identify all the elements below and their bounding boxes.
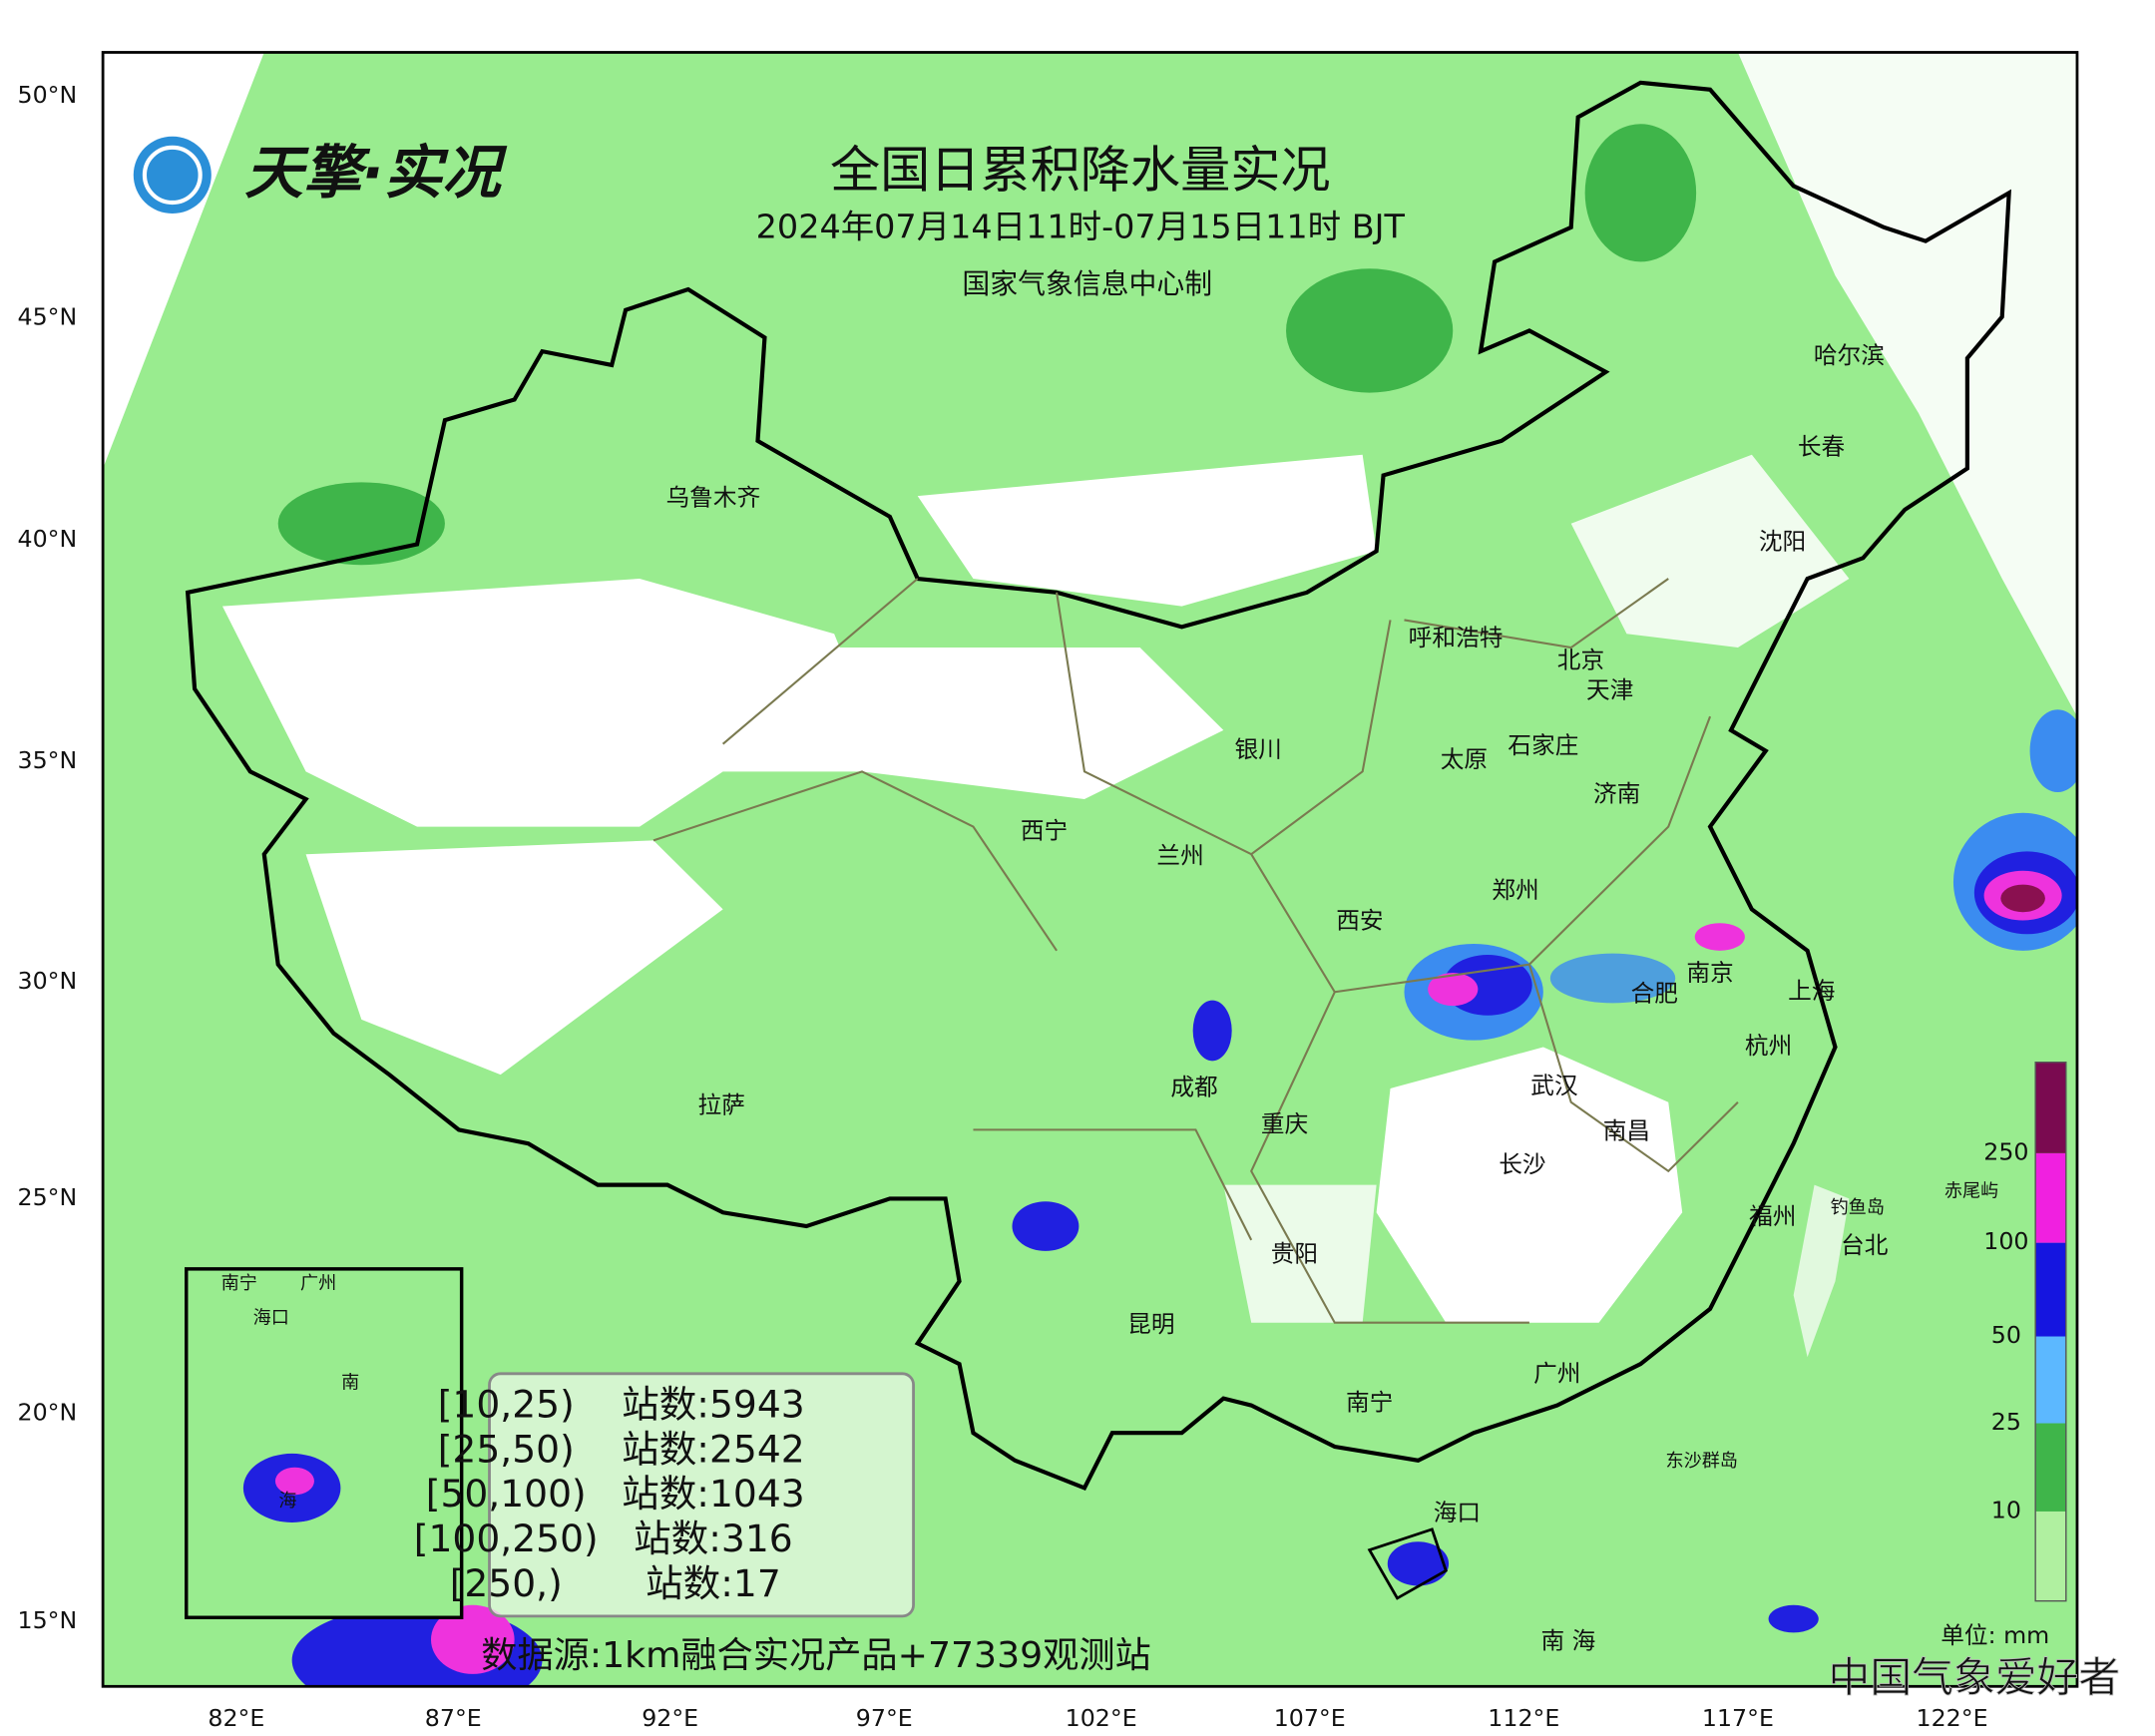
station-count: 站数:17 — [646, 1561, 781, 1605]
station-range: [100,250) — [414, 1517, 599, 1560]
lat-label: 45°N — [18, 303, 78, 331]
city-label: 拉萨 — [698, 1090, 745, 1118]
lat-label: 50°N — [18, 81, 78, 109]
city-label: 上海 — [1788, 977, 1835, 1005]
island-label: 东沙群岛 — [1666, 1451, 1738, 1472]
station-range: [250,) — [450, 1561, 563, 1605]
station-range: [25,50) — [438, 1427, 575, 1471]
city-label: 贵阳 — [1271, 1240, 1318, 1268]
lon-label: 112°E — [1488, 1704, 1559, 1732]
station-range: [10,25) — [438, 1383, 575, 1427]
city-label: 天津 — [1586, 676, 1633, 704]
inset-label: 南 — [341, 1373, 359, 1394]
city-label: 西宁 — [1021, 817, 1068, 845]
station-count: 站数:1043 — [622, 1472, 805, 1516]
province-borders — [652, 578, 1739, 1324]
city-label: 成都 — [1170, 1074, 1217, 1101]
lat-label: 25°N — [18, 1183, 78, 1211]
city-label: 沈阳 — [1759, 528, 1806, 556]
city-label: 杭州 — [1745, 1032, 1792, 1060]
city-label: 长春 — [1798, 432, 1845, 460]
city-label: 济南 — [1593, 779, 1640, 807]
colorbar — [2034, 1062, 2067, 1602]
station-count: 站数:5943 — [622, 1383, 805, 1427]
city-label: 海口 — [1434, 1499, 1481, 1526]
city-label: 呼和浩特 — [1409, 624, 1504, 651]
inset-frame — [184, 1267, 464, 1619]
lon-label: 122°E — [1917, 1704, 1988, 1732]
logo — [133, 136, 212, 215]
station-stats-box — [488, 1372, 915, 1618]
title: 全国日累积降水量实况 — [830, 142, 1331, 200]
island-label: 钓鱼岛 — [1831, 1197, 1885, 1218]
station-count: 站数:316 — [634, 1517, 793, 1560]
city-label: 南昌 — [1603, 1117, 1650, 1145]
station-count: 站数:2542 — [622, 1427, 805, 1471]
producer: 国家气象信息中心制 — [962, 267, 1212, 300]
inset-label: 广州 — [300, 1273, 336, 1294]
lon-label: 97°E — [856, 1704, 913, 1732]
lat-label: 30°N — [18, 967, 78, 995]
colorbar-label: 250 — [1983, 1137, 2028, 1165]
city-label: 哈尔滨 — [1814, 341, 1885, 369]
city-label: 长沙 — [1499, 1150, 1545, 1178]
colorbar-label: 10 — [1991, 1496, 2021, 1523]
inset-label: 南宁 — [221, 1273, 257, 1294]
city-label: 南宁 — [1346, 1389, 1393, 1417]
map-frame — [101, 51, 2079, 1688]
city-label: 台北 — [1841, 1231, 1888, 1259]
lon-label: 92°E — [642, 1704, 698, 1732]
colorbar-label: 100 — [1983, 1227, 2028, 1255]
city-label: 西安 — [1336, 906, 1383, 934]
lon-label: 87°E — [425, 1704, 482, 1732]
lat-label: 20°N — [18, 1398, 78, 1426]
city-label: 南 海 — [1540, 1627, 1595, 1655]
logo-ring — [142, 145, 203, 206]
lon-label: 117°E — [1702, 1704, 1774, 1732]
colorbar-label: 25 — [1991, 1408, 2021, 1436]
city-label: 兰州 — [1156, 842, 1203, 870]
city-label: 北京 — [1557, 646, 1604, 673]
city-label: 郑州 — [1492, 876, 1538, 904]
city-label: 乌鲁木齐 — [666, 483, 761, 511]
city-label: 合肥 — [1631, 980, 1678, 1008]
city-label: 昆明 — [1127, 1310, 1174, 1338]
city-label: 重庆 — [1261, 1110, 1308, 1138]
inset-label: 海口 — [253, 1308, 289, 1329]
city-label: 南京 — [1686, 959, 1733, 987]
logo-text: 天擎·实况 — [244, 139, 507, 207]
colorbar-label: 50 — [1991, 1321, 2021, 1349]
watermark: 中国气象爱好者 — [1829, 1653, 2121, 1702]
city-label: 武汉 — [1530, 1072, 1577, 1099]
subtitle: 2024年07月14日11时-07月15日11时 BJT — [756, 208, 1406, 246]
city-label: 石家庄 — [1508, 731, 1578, 759]
unit-label: 单位: mm — [1940, 1621, 2049, 1649]
city-label: 福州 — [1749, 1202, 1796, 1230]
lon-label: 102°E — [1066, 1704, 1137, 1732]
lat-label: 15°N — [18, 1606, 78, 1634]
island-label: 赤尾屿 — [1944, 1181, 1998, 1202]
city-label: 银川 — [1234, 735, 1281, 763]
inset-label: 海 — [278, 1491, 296, 1512]
lon-label: 82°E — [208, 1704, 264, 1732]
city-label: 广州 — [1533, 1360, 1580, 1388]
island-border — [1367, 1527, 1448, 1600]
lat-label: 40°N — [18, 525, 78, 553]
data-source: 数据源:1km融合实况产品+77339观测站 — [481, 1634, 1151, 1676]
city-label: 太原 — [1441, 745, 1488, 773]
lon-label: 107°E — [1274, 1704, 1346, 1732]
inset-rain — [274, 1467, 314, 1496]
lat-label: 35°N — [18, 746, 78, 774]
station-range: [50,100) — [426, 1472, 587, 1516]
